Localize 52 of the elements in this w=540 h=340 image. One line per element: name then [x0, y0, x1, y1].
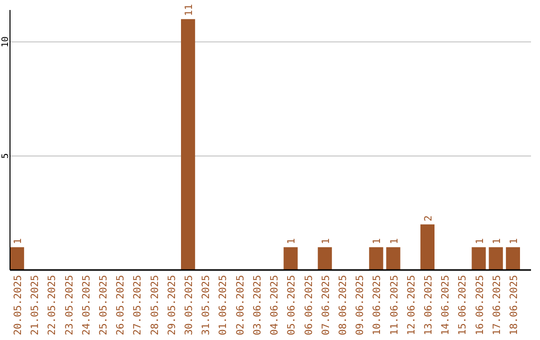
x-tick-label: 18.06.2025 [508, 275, 520, 336]
x-tick-label: 04.06.2025 [270, 275, 281, 336]
x-tick-label: 13.06.2025 [423, 275, 434, 336]
x-tick-label: 17.06.2025 [492, 275, 503, 336]
x-tick-label: 11.06.2025 [389, 275, 400, 336]
bar [488, 247, 503, 270]
bar [420, 224, 434, 270]
bar [369, 247, 384, 270]
x-tick-label: 29.05.2025 [166, 275, 178, 336]
data-label: 1 [13, 238, 24, 244]
x-tick-label: 23.05.2025 [64, 275, 76, 336]
x-tick-label: 06.06.2025 [304, 275, 315, 336]
data-label: 1 [372, 238, 384, 244]
x-tick-label: 27.05.2025 [132, 275, 144, 336]
x-tick-label: 09.06.2025 [355, 275, 366, 336]
x-tick-label: 03.06.2025 [252, 275, 264, 336]
x-tick-label: 24.05.2025 [81, 275, 92, 336]
x-tick-label: 07.06.2025 [320, 275, 332, 336]
x-tick-label: 28.05.2025 [150, 275, 161, 336]
bar [506, 247, 520, 270]
x-tick-label: 08.06.2025 [338, 275, 349, 336]
x-tick-label: 26.05.2025 [116, 275, 127, 336]
x-tick-label: 10.06.2025 [372, 275, 384, 336]
data-label: 2 [423, 215, 434, 222]
y-tick-label: 10 [1, 36, 11, 48]
x-tick-label: 12.06.2025 [406, 275, 418, 336]
bar [386, 247, 400, 270]
bar [284, 247, 298, 270]
y-tick-label: 5 [1, 153, 11, 159]
x-tick-label: 30.05.2025 [184, 275, 196, 336]
x-tick-label: 14.06.2025 [440, 275, 452, 336]
x-tick-label: 05.06.2025 [286, 275, 298, 336]
x-tick-label: 15.06.2025 [458, 275, 469, 336]
x-tick-label: 22.05.2025 [47, 275, 58, 336]
x-tick-label: 25.05.2025 [98, 275, 110, 336]
data-label: 1 [389, 238, 400, 244]
data-label: 1 [508, 238, 520, 244]
bar [472, 247, 486, 270]
x-tick-label: 16.06.2025 [474, 275, 486, 336]
data-label: 1 [320, 238, 332, 244]
x-tick-label: 20.05.2025 [13, 275, 24, 336]
data-label: 1 [474, 238, 486, 244]
data-label: 11 [184, 4, 196, 16]
bar [181, 19, 196, 270]
bar [10, 247, 24, 270]
x-tick-label: 31.05.2025 [201, 275, 212, 336]
bar [318, 247, 332, 270]
data-label: 1 [286, 238, 298, 244]
x-tick-label: 21.05.2025 [30, 275, 42, 336]
x-tick-label: 02.06.2025 [235, 275, 246, 336]
x-tick-label: 01.06.2025 [218, 275, 230, 336]
data-label: 1 [492, 238, 503, 244]
